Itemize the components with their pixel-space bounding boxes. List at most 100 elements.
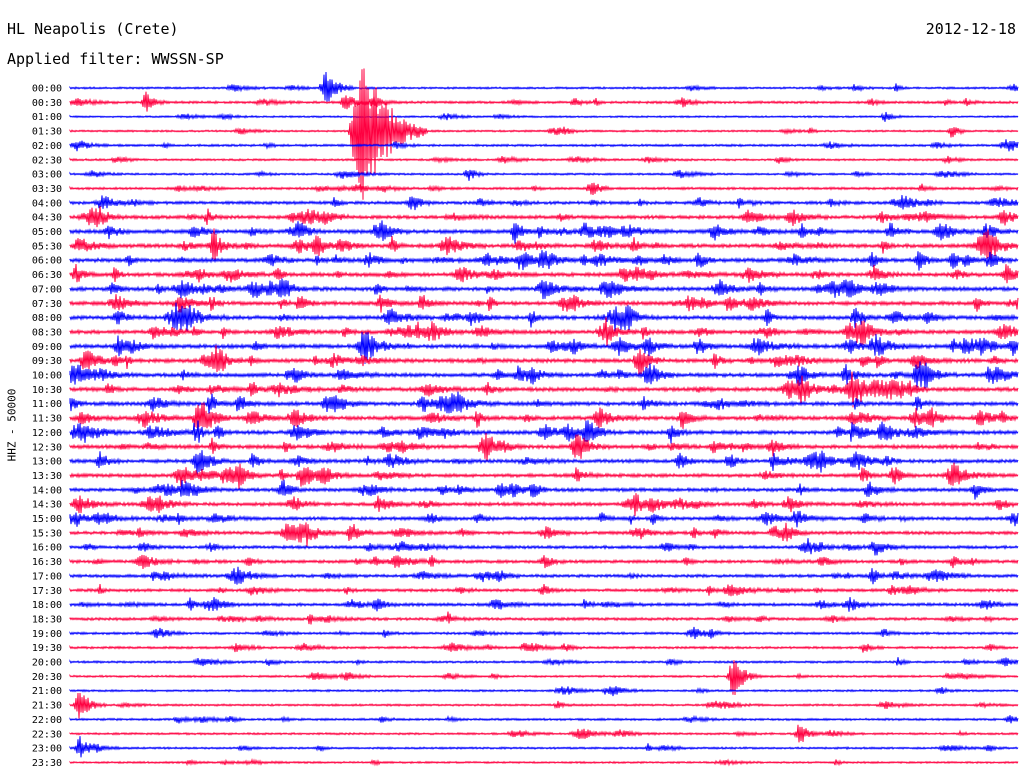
time-label: 01:30 <box>32 127 62 138</box>
trace-row <box>69 371 1019 408</box>
time-label: 18:30 <box>32 614 62 625</box>
trace-row <box>69 479 1019 500</box>
time-label: 03:00 <box>32 170 62 181</box>
time-label: 22:00 <box>32 715 62 726</box>
time-label: 17:00 <box>32 571 62 582</box>
trace-row <box>69 538 1019 556</box>
trace-row <box>69 566 1019 585</box>
trace-row <box>69 462 1019 489</box>
trace-row <box>69 724 1019 743</box>
time-label: 02:00 <box>32 141 62 152</box>
trace-row <box>69 391 1019 414</box>
time-label: 21:30 <box>32 701 62 712</box>
trace-row <box>69 736 1019 758</box>
trace-row <box>69 402 1019 429</box>
trace-row <box>69 597 1019 612</box>
trace-row <box>69 68 1019 200</box>
trace-row <box>69 611 1019 625</box>
time-label: 11:30 <box>32 414 62 425</box>
time-label: 20:00 <box>32 658 62 669</box>
time-label: 04:30 <box>32 213 62 224</box>
time-label: 13:30 <box>32 471 62 482</box>
trace-row <box>69 205 1019 228</box>
trace-row <box>69 450 1019 475</box>
date-label: 2012-12-18 <box>925 20 1016 38</box>
trace-row <box>69 757 1019 767</box>
time-label: 09:30 <box>32 356 62 367</box>
time-label: 23:30 <box>32 758 62 769</box>
trace-group <box>69 68 1019 767</box>
trace-row <box>69 657 1019 667</box>
time-label: 14:30 <box>32 500 62 511</box>
time-label: 08:30 <box>32 327 62 338</box>
trace-row <box>69 294 1019 313</box>
trace-row <box>69 250 1019 271</box>
time-label: 08:00 <box>32 313 62 324</box>
trace-row <box>69 220 1019 244</box>
trace-row <box>69 155 1019 165</box>
trace-row <box>69 583 1019 597</box>
time-label: 06:00 <box>32 256 62 267</box>
time-label: 10:00 <box>32 371 62 382</box>
time-label: 07:00 <box>32 284 62 295</box>
trace-row <box>69 642 1019 653</box>
trace-row <box>69 686 1019 697</box>
trace-row <box>69 714 1019 724</box>
time-label: 18:00 <box>32 600 62 611</box>
time-label: 11:00 <box>32 399 62 410</box>
time-label: 17:30 <box>32 586 62 597</box>
time-label: 20:30 <box>32 672 62 683</box>
time-label: 01:00 <box>32 112 62 123</box>
time-label: 15:00 <box>32 514 62 525</box>
channel-axis-label: HHZ - 50000 <box>5 388 19 462</box>
trace-row <box>69 228 1019 261</box>
time-label: 23:00 <box>32 744 62 755</box>
trace-row <box>69 331 1019 364</box>
trace-row <box>69 263 1019 284</box>
trace-row <box>69 626 1019 639</box>
trace-row <box>69 432 1019 463</box>
trace-row <box>69 182 1019 195</box>
time-label: 13:00 <box>32 457 62 468</box>
station-title: HL Neapolis (Crete) <box>7 20 179 38</box>
time-label-group: 00:00 00:30 01:00 01:30 02:00 02:30 03:00 03:30… <box>32 84 62 769</box>
time-label: 15:30 <box>32 528 62 539</box>
trace-row <box>69 522 1019 547</box>
trace-row <box>69 195 1019 211</box>
time-label: 05:00 <box>32 227 62 238</box>
time-label: 07:30 <box>32 299 62 310</box>
time-label: 00:30 <box>32 98 62 109</box>
time-label: 02:30 <box>32 155 62 166</box>
trace-row <box>69 71 1019 102</box>
trace-row <box>69 169 1019 181</box>
time-label: 14:00 <box>32 485 62 496</box>
trace-row <box>69 345 1019 375</box>
trace-row <box>69 361 1019 389</box>
trace-row <box>69 554 1019 570</box>
trace-row <box>69 692 1019 719</box>
trace-row <box>69 510 1019 528</box>
trace-row <box>69 111 1019 122</box>
trace-row <box>69 302 1019 333</box>
time-label: 21:00 <box>32 686 62 697</box>
trace-row <box>69 660 1019 696</box>
time-label: 16:30 <box>32 557 62 568</box>
time-label: 22:30 <box>32 729 62 740</box>
time-label: 16:00 <box>32 543 62 554</box>
trace-row <box>69 139 1019 152</box>
filter-subtitle: Applied filter: WWSSN-SP <box>7 50 224 68</box>
time-label: 12:00 <box>32 428 62 439</box>
time-label: 04:00 <box>32 198 62 209</box>
time-label: 09:00 <box>32 342 62 353</box>
trace-row <box>69 278 1019 300</box>
time-label: 06:30 <box>32 270 62 281</box>
time-label: 19:00 <box>32 629 62 640</box>
time-label: 10:30 <box>32 385 62 396</box>
trace-row <box>69 317 1019 347</box>
time-label: 19:30 <box>32 643 62 654</box>
trace-row <box>69 91 1019 112</box>
time-label: 12:30 <box>32 442 62 453</box>
time-label: 03:30 <box>32 184 62 195</box>
time-label: 05:30 <box>32 241 62 252</box>
